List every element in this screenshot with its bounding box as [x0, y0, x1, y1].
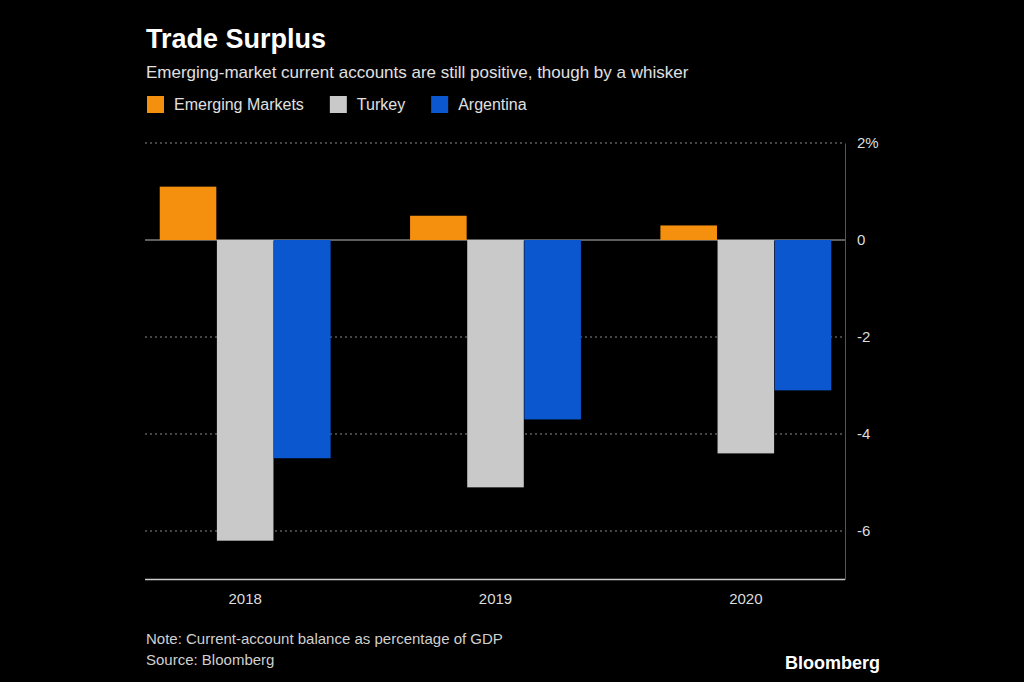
- y-axis-line: [845, 144, 846, 581]
- bar: [274, 240, 331, 458]
- bar: [410, 216, 467, 240]
- x-baseline: [145, 579, 845, 581]
- x-tick-label: 2019: [479, 590, 512, 607]
- bar: [660, 225, 717, 240]
- bars: [160, 187, 832, 541]
- legend-swatch: [431, 96, 448, 113]
- x-tick: 2019: [479, 580, 512, 608]
- legend-label: Turkey: [357, 96, 405, 113]
- background: [0, 0, 1024, 682]
- x-tick-label: 2018: [228, 590, 261, 607]
- bar: [775, 240, 832, 390]
- bar: [524, 240, 581, 419]
- chart: Trade Surplus Emerging-market current acc…: [0, 0, 1024, 682]
- note: Note: Current-account balance as percent…: [146, 630, 503, 647]
- y-tick: -6: [845, 522, 870, 539]
- brand: Bloomberg: [785, 653, 880, 673]
- y-tick: 0: [845, 231, 865, 248]
- bar: [160, 187, 217, 240]
- y-tick: 2%: [845, 134, 879, 151]
- x-tick: 2020: [729, 580, 762, 608]
- x-tick: 2018: [228, 580, 261, 608]
- y-tick-label: -4: [857, 425, 870, 442]
- legend-label: Argentina: [458, 96, 527, 113]
- subtitle: Emerging-market current accounts are sti…: [146, 63, 689, 82]
- x-tick-label: 2020: [729, 590, 762, 607]
- title: Trade Surplus: [146, 24, 326, 54]
- bar: [217, 240, 274, 541]
- y-tick-label: 2%: [857, 134, 879, 151]
- source: Source: Bloomberg: [146, 651, 274, 668]
- x-axis: 2018 2019 2020: [228, 580, 762, 608]
- y-tick-label: 0: [857, 231, 865, 248]
- bar: [718, 240, 775, 453]
- bar: [467, 240, 524, 487]
- y-tick-label: -2: [857, 328, 870, 345]
- legend-swatch: [147, 96, 164, 113]
- grid-line: [145, 143, 845, 144]
- legend-label: Emerging Markets: [174, 96, 304, 113]
- y-tick: -4: [845, 425, 870, 442]
- legend: Emerging Markets Turkey Argentina: [147, 96, 527, 113]
- y-tick-label: -6: [857, 522, 870, 539]
- y-tick: -2: [845, 328, 870, 345]
- legend-swatch: [330, 96, 347, 113]
- y-axis: 2% 0 -2 -4 -6: [845, 134, 879, 580]
